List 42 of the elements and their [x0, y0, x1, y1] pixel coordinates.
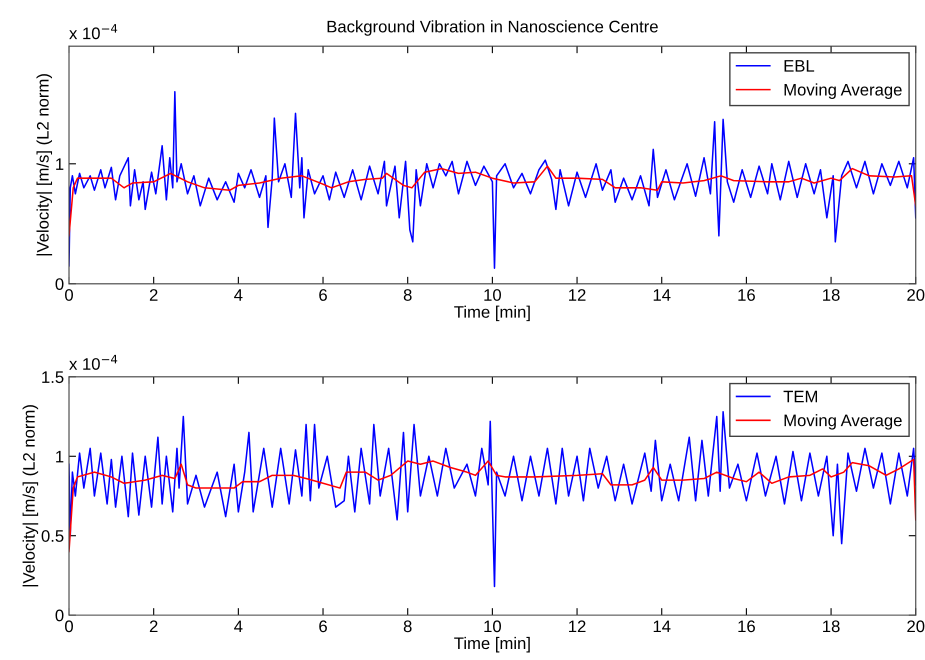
y-tick-label: 1.5 — [42, 371, 64, 384]
chart-title: Background Vibration in Nanoscience Centre — [328, 20, 658, 36]
x-tick-label: 8 — [404, 620, 412, 632]
x-axis-title: Time [min] — [454, 636, 530, 652]
legend-label: EBL — [784, 60, 814, 72]
x-tick-label: 6 — [319, 620, 327, 632]
line-series — [69, 411, 916, 588]
x-tick-label: 18 — [823, 620, 840, 632]
line-series — [69, 165, 916, 237]
text: x 10$^{−4}$ — [69, 24, 118, 40]
x-tick-label: 18 — [823, 289, 840, 301]
x-tick-label: 20 — [907, 620, 924, 632]
x-tick-label: 10 — [484, 620, 501, 632]
y-tick-label: 0 — [56, 610, 64, 622]
text: x 10$^{−4}$ — [69, 354, 118, 370]
x-tick-label: 0 — [65, 620, 73, 632]
x-tick-label: 6 — [319, 289, 327, 301]
x-axis-title: Time [min] — [454, 306, 530, 322]
x-tick-label: 2 — [150, 620, 158, 632]
y-tick-label: 0.5 — [42, 530, 64, 542]
x-tick-label: 8 — [404, 289, 412, 301]
y-tick-label: 1 — [56, 450, 64, 462]
x-tick-label: 14 — [654, 620, 671, 632]
x-tick-label: 0 — [65, 289, 73, 301]
y-tick-label: 0 — [56, 278, 64, 290]
x-tick-label: 12 — [569, 620, 586, 632]
x-tick-label: 16 — [738, 620, 755, 632]
y-axis-title: |Velocity| [m/s] (L2 norm) — [22, 405, 38, 586]
x-tick-label: 14 — [654, 289, 671, 301]
legend-label: Moving Average — [784, 414, 902, 430]
y-axis-title: |Velocity| [m/s] (L2 norm) — [36, 74, 52, 256]
x-tick-label: 12 — [569, 289, 586, 301]
x-tick-label: 10 — [484, 289, 501, 301]
y-tick-label: 1 — [56, 158, 64, 170]
legend-label: Moving Average — [784, 83, 902, 99]
line-series — [69, 458, 916, 552]
x-tick-label: 2 — [150, 289, 158, 301]
x-tick-label: 4 — [234, 620, 242, 632]
x-tick-label: 4 — [234, 289, 242, 301]
x-tick-label: 16 — [738, 289, 755, 301]
legend-label: TEM — [784, 390, 818, 402]
x-tick-label: 20 — [907, 289, 924, 301]
